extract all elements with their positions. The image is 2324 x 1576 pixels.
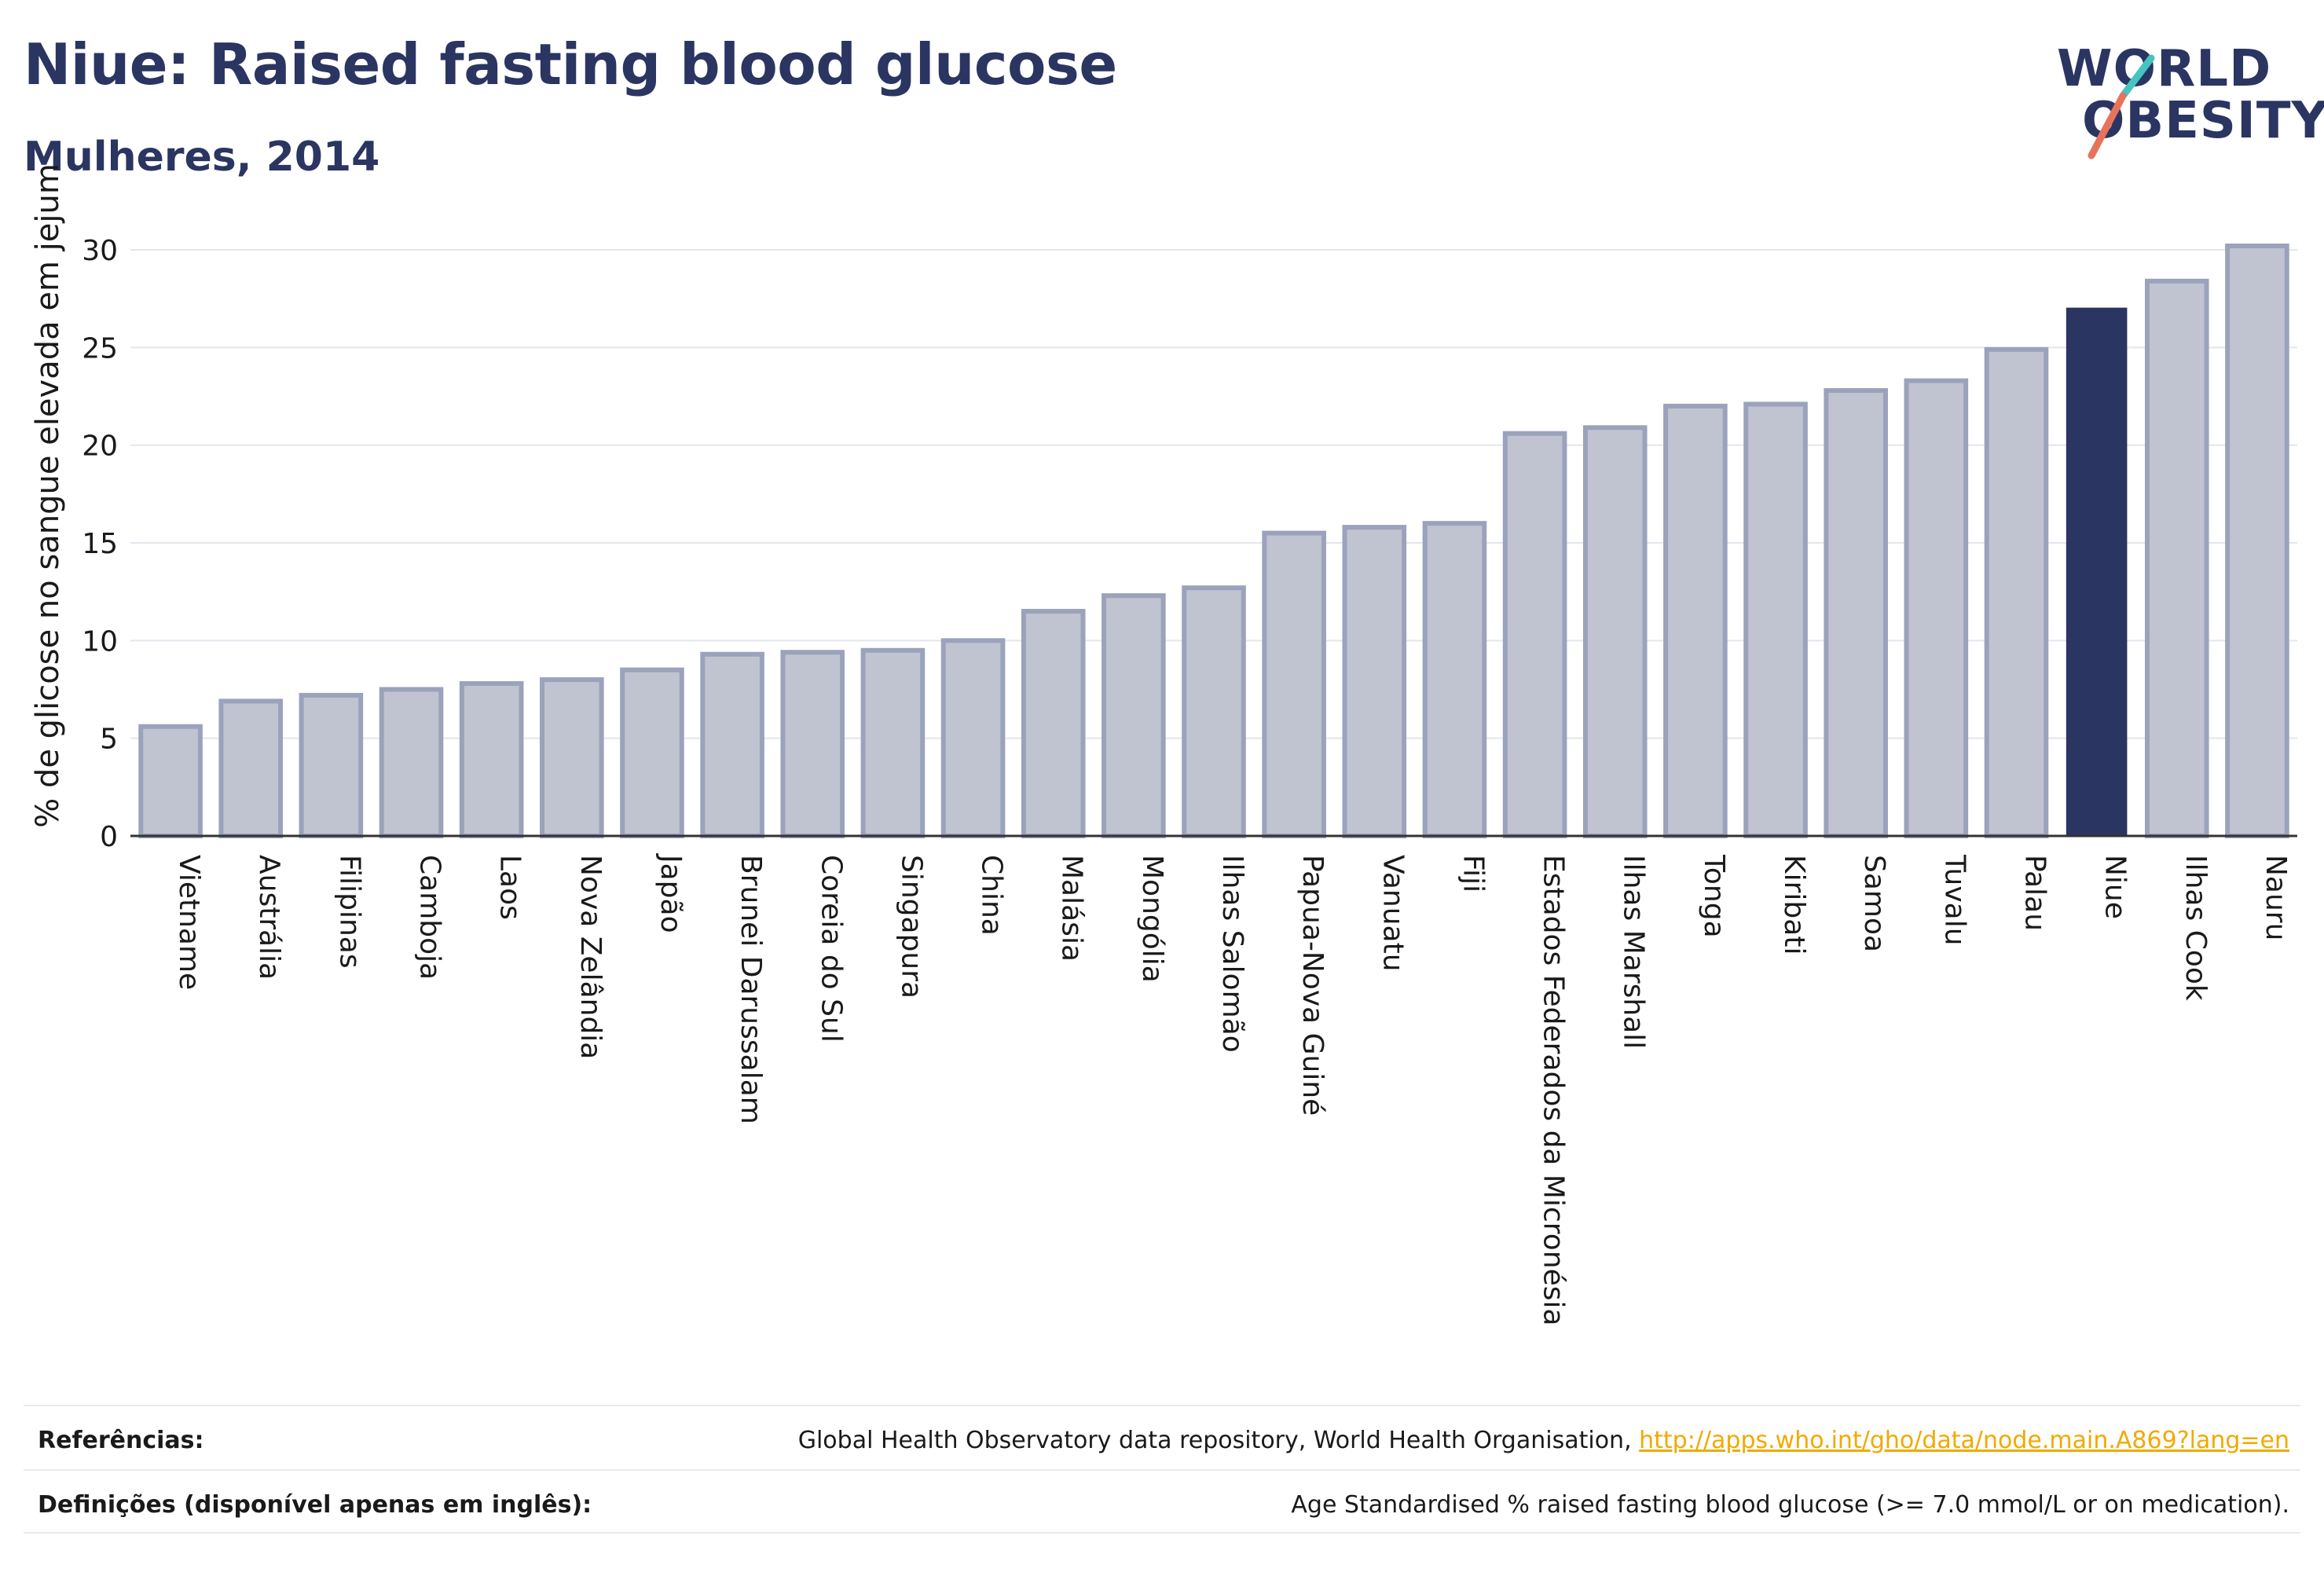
definitions-label: Definições (disponível apenas em inglês)… xyxy=(38,1491,592,1519)
x-tick-label: Ilhas Marshall xyxy=(1618,855,1650,1049)
x-tick-label: Fiji xyxy=(1457,855,1489,892)
y-tick-label: 20 xyxy=(82,431,118,463)
bar xyxy=(2225,244,2289,838)
references-source: Global Health Observatory data repositor… xyxy=(797,1427,1640,1454)
bar xyxy=(700,651,764,838)
bar xyxy=(1904,378,1969,838)
x-tick-label: Tonga xyxy=(1698,854,1730,938)
bar xyxy=(1182,585,1246,839)
y-tick-label: 25 xyxy=(82,332,118,365)
x-tick-label: Coreia do Sul xyxy=(815,855,847,1043)
x-tick-label: Vietname xyxy=(173,855,205,990)
x-tick-label: Brunei Darussalam xyxy=(735,855,767,1124)
bar xyxy=(1021,609,1086,838)
page-subtitle: Mulheres, 2014 xyxy=(24,134,380,181)
x-tick-label: Ilhas Cook xyxy=(2179,855,2212,1001)
y-tick-label: 5 xyxy=(100,724,118,756)
bar xyxy=(540,677,604,838)
bar xyxy=(1342,525,1407,839)
bar xyxy=(780,650,845,839)
bar xyxy=(620,667,684,839)
footer-divider xyxy=(24,1405,2300,1406)
x-tick-label: Tuvalu xyxy=(1938,854,1970,946)
references-text: Global Health Observatory data repositor… xyxy=(798,1427,2289,1454)
bar xyxy=(1262,530,1326,838)
x-tick-label: Laos xyxy=(494,855,526,920)
bar xyxy=(1422,521,1487,839)
x-tick-label: China xyxy=(976,855,1008,936)
x-tick-label: Papua-Nova Guiné xyxy=(1296,855,1329,1116)
world-obesity-logo: WORLD OBESITY xyxy=(2043,31,2324,165)
bar xyxy=(218,698,284,838)
x-tick-label: Japão xyxy=(654,853,687,933)
x-tick-label: Samoa xyxy=(1858,855,1890,952)
bar xyxy=(138,724,203,838)
bar xyxy=(2066,307,2128,837)
references-label: Referências: xyxy=(38,1427,204,1454)
bar xyxy=(860,647,926,838)
y-tick-label: 15 xyxy=(82,528,118,560)
bar xyxy=(379,687,444,838)
x-tick-label: Kiribati xyxy=(1778,855,1810,955)
x-tick-label: Mongólia xyxy=(1136,855,1168,983)
x-tick-label: Austrália xyxy=(253,855,285,980)
definitions-text: Age Standardised % raised fasting blood … xyxy=(1291,1491,2289,1519)
x-tick-label: Filipinas xyxy=(333,855,365,969)
bar xyxy=(459,681,524,838)
bar xyxy=(1984,346,2049,838)
x-tick-label: Vanuatu xyxy=(1376,855,1409,972)
footer-divider xyxy=(24,1532,2300,1534)
references-link[interactable]: http://apps.who.int/gho/data/node.main.A… xyxy=(1639,1427,2289,1454)
x-tick-label: Niue xyxy=(2099,855,2132,919)
bar xyxy=(299,692,364,839)
x-tick-label: Palau xyxy=(2018,855,2051,931)
x-tick-label: Nova Zelândia xyxy=(574,855,607,1059)
bar xyxy=(1102,593,1166,838)
y-tick-label: 30 xyxy=(82,235,118,267)
bar xyxy=(1502,431,1567,838)
y-tick-label: 0 xyxy=(100,821,118,853)
logo-slash-icon xyxy=(2088,54,2155,159)
x-tick-label: Camboja xyxy=(414,855,446,980)
bar xyxy=(1743,401,1808,838)
y-axis-label: % de glicose no sangue elevada em jejum xyxy=(30,163,66,828)
y-tick-label: 10 xyxy=(82,625,118,658)
bar xyxy=(1582,425,1648,838)
x-tick-label: Singapura xyxy=(895,855,927,999)
x-tick-label: Malásia xyxy=(1056,855,1088,962)
bar xyxy=(1663,403,1728,838)
x-tick-label: Nauru xyxy=(2260,855,2292,940)
bar xyxy=(940,638,1006,838)
x-tick-label: Estados Federados da Micronésia xyxy=(1538,855,1570,1326)
bar-chart: 0 5 10 15 20 25 30 % de glicose no sangue eleva… xyxy=(30,163,2297,1326)
bar xyxy=(2144,278,2209,838)
page-title: Niue: Raised fasting blood glucose xyxy=(24,31,1117,97)
x-tick-label: Ilhas Salomão xyxy=(1216,855,1248,1053)
bar xyxy=(1824,388,1888,839)
logo-line-1: WORLD xyxy=(2057,40,2272,98)
footer-divider xyxy=(24,1469,2300,1471)
